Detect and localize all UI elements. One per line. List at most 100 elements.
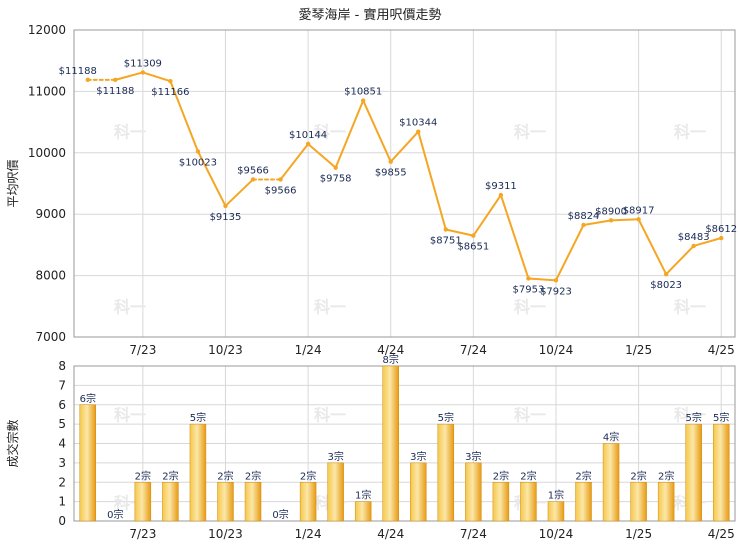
watermark: 科一 [114,405,146,424]
bar [685,423,702,522]
data-point [443,227,449,232]
data-label: $8651 [457,242,489,253]
watermark: 科一 [314,297,346,316]
series-line-segment [472,194,502,237]
y-tick-label: 1 [58,495,66,509]
series-line-segment [417,130,447,231]
bar-label: 2宗 [658,469,674,482]
data-point [471,233,476,238]
bar [520,482,537,522]
series-line-segment [692,237,723,247]
data-point [223,203,228,209]
chart-title: 愛琴海岸 - 實用呎價走勢 [299,7,442,23]
bar [410,462,427,522]
bar-label: 2宗 [300,469,316,482]
x-tick-label: 4/24 [377,343,404,357]
series-line-segment [637,218,668,276]
watermark: 科一 [514,297,546,316]
data-point [360,98,366,103]
data-label: $11166 [151,87,189,98]
bar-label: 2宗 [520,469,536,482]
bar-label: 8宗 [383,353,399,366]
series-line-segment [582,219,613,227]
series-line-segment [554,224,585,282]
bar-label: 3宗 [410,450,426,463]
data-point [195,149,201,154]
data-label: $9855 [375,168,407,179]
data-point [113,77,118,83]
series-line-segment [196,150,227,207]
bar [465,462,482,522]
data-point [388,159,393,164]
bar-label: 5宗 [686,411,702,424]
data-label: $8023 [650,280,682,291]
watermark: 科一 [114,297,146,316]
data-point [85,77,90,83]
bar-label: 6宗 [80,392,96,405]
series-line-segment [307,142,337,169]
bar-label: 5宗 [190,411,206,424]
bar [189,423,207,522]
bar [244,482,262,522]
x-tick-label: 7/23 [129,343,156,357]
bar [217,482,234,522]
data-label: $9135 [210,212,242,223]
data-label: $10144 [289,130,327,141]
bar [437,423,455,522]
data-label: $8900 [595,206,627,217]
bar-label: 2宗 [245,469,261,482]
bar [134,482,152,522]
x-tick-label: 1/24 [295,527,322,541]
x-tick-label: 1/25 [625,527,652,541]
y-tick-label: 10000 [28,146,66,160]
bar [602,443,620,522]
x-tick-label: 10/23 [208,527,243,541]
x-tick-label: 10/24 [539,527,574,541]
bar [492,482,510,522]
data-label: $8917 [623,205,655,216]
bar [657,482,675,522]
data-label: $11188 [59,66,97,77]
data-point [416,129,421,134]
bar-label: 5宗 [438,411,454,424]
bar [630,482,647,522]
bar-label: 0宗 [272,508,288,521]
y-tick-label: 2 [58,475,66,489]
data-label: $11188 [96,86,134,97]
y-tick-label: 12000 [28,23,66,37]
data-point [278,177,283,182]
plot-border [73,365,736,522]
y-tick-label: 7000 [35,330,66,344]
bar [354,501,372,522]
y-tick-label: 9000 [35,207,66,221]
series-line-segment [499,194,530,280]
data-label: $9566 [237,165,269,176]
data-label: $7923 [540,286,572,297]
watermark: 科一 [114,122,146,141]
data-point [333,165,338,170]
series-line-segment [169,80,199,153]
bar [162,482,179,522]
bar-label: 0宗 [107,508,123,521]
x-tick-label: 10/24 [539,343,574,357]
series-line-segment [362,99,392,163]
data-point [250,177,256,182]
x-tick-label: 7/24 [460,527,487,541]
series-line-segment [279,142,310,181]
x-tick-label: 7/24 [460,343,487,357]
data-point [691,243,696,249]
series-line-segment [141,71,172,83]
y-tick-label: 8000 [35,269,66,283]
series-line-segment [114,71,144,81]
data-label: $8612 [705,224,737,235]
bar [327,462,344,522]
x-tick-label: 1/25 [625,343,652,357]
data-label: $7953 [513,284,545,295]
data-point [526,276,531,281]
data-label: $10023 [179,157,217,168]
data-label: $11309 [124,58,162,69]
bar [382,365,399,522]
bar [712,423,730,522]
bar-label: 2宗 [135,469,151,482]
